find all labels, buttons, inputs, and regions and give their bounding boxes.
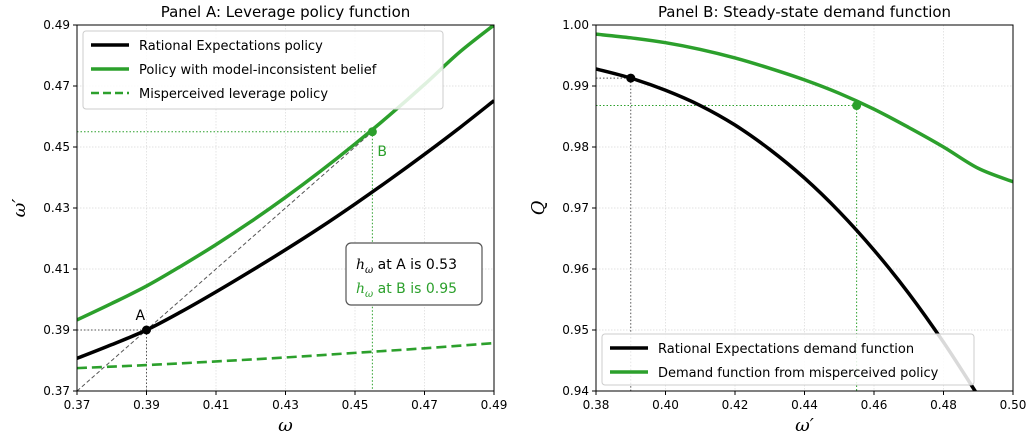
reference-45-degree-line [77, 131, 373, 391]
y-tick-label: 0.39 [43, 323, 70, 337]
marker-point-1 [626, 73, 636, 83]
plot-area [596, 32, 1013, 391]
y-tick-label: 0.98 [562, 140, 589, 154]
x-tick-label: 0.49 [481, 398, 508, 412]
x-tick-label: 0.41 [203, 398, 230, 412]
marker-point-B [367, 127, 377, 137]
annotation-line-2: hω at B is 0.95 [356, 281, 457, 300]
y-tick-label: 0.95 [562, 323, 589, 337]
x-tick-label: 0.42 [722, 398, 749, 412]
y-tick-label: 0.43 [43, 201, 70, 215]
chart-title: Panel B: Steady-state demand function [658, 3, 951, 21]
legend-label-1: Rational Expectations policy [139, 39, 323, 54]
legend-label-1: Rational Expectations demand function [658, 342, 914, 357]
legend-box [82, 30, 444, 110]
x-tick-label: 0.46 [861, 398, 888, 412]
legend-label-2: Policy with model-inconsistent belief [139, 63, 377, 78]
y-tick-label: 0.49 [43, 18, 70, 32]
y-axis-label: Q [528, 200, 549, 215]
y-tick-label: 0.97 [562, 201, 589, 215]
annotation-box: hω at A is 0.53 hω at B is 0.95 [345, 242, 483, 306]
x-tick-label: 0.48 [930, 398, 957, 412]
x-tick-label: 0.50 [1000, 398, 1027, 412]
y-tick-label: 0.94 [562, 384, 589, 398]
chart-panel-1: 0.37 0.39 0.41 0.43 0.45 0.47 0.49 0.37 0.39 0.41… [9, 3, 507, 436]
point-label-B: B [377, 144, 387, 160]
y-tick-label: 0.41 [43, 262, 70, 276]
legend-box [601, 333, 975, 386]
x-axis-label: ω [278, 415, 293, 436]
x-tick-label: 0.44 [791, 398, 818, 412]
point-label-A: A [136, 308, 146, 324]
legend: Rational Expectations demand function Dem… [601, 333, 975, 386]
y-tick-label: 0.45 [43, 140, 70, 154]
series-line-1 [596, 67, 978, 391]
x-tick-label: 0.39 [133, 398, 160, 412]
legend: Rational Expectations policy Policy with … [82, 30, 444, 110]
annotation-frame [345, 242, 483, 306]
y-tick-label: 0.96 [562, 262, 589, 276]
y-axis-label: ω′ [9, 199, 30, 218]
y-tick-label: 0.37 [43, 384, 70, 398]
chart-title: Panel A: Leverage policy function [161, 3, 411, 21]
x-tick-label: 0.43 [272, 398, 299, 412]
legend-label-3: Misperceived leverage policy [139, 87, 328, 102]
x-tick-label: 0.37 [64, 398, 91, 412]
chart-panel-2: 0.38 0.40 0.42 0.44 0.46 0.48 0.50 0.94 0.95 0.96… [528, 3, 1026, 436]
x-tick-label: 0.47 [411, 398, 438, 412]
y-tick-label: 0.47 [43, 79, 70, 93]
x-tick-label: 0.40 [652, 398, 679, 412]
annotation-line-1: hω at A is 0.53 [356, 257, 457, 276]
y-tick-label: 1.00 [562, 18, 589, 32]
legend-label-2: Demand function from misperceived policy [658, 366, 939, 381]
x-axis-label: ω′ [795, 415, 814, 436]
marker-point-A [142, 325, 151, 335]
series-line-2 [596, 32, 1013, 184]
x-tick-label: 0.45 [342, 398, 369, 412]
y-tick-label: 0.99 [562, 79, 589, 93]
marker-point-2 [852, 101, 862, 111]
x-tick-label: 0.38 [583, 398, 610, 412]
series-line-3 [77, 341, 494, 370]
